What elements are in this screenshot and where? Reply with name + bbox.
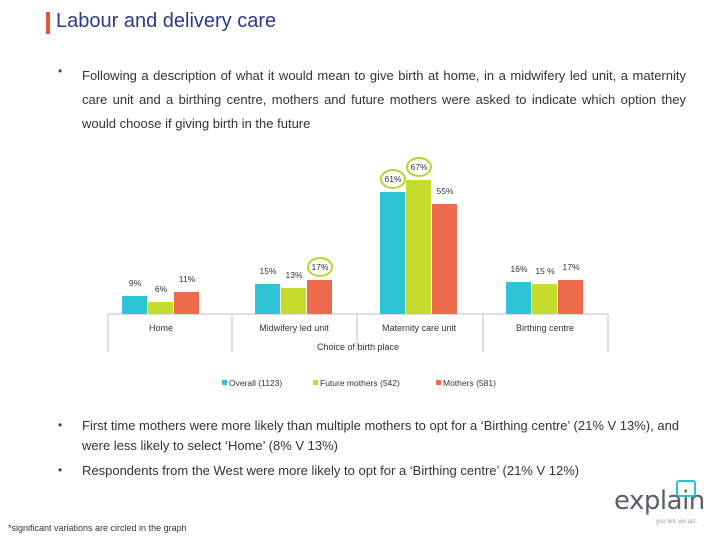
category-label: Home: [149, 323, 173, 333]
speech-bubble-icon: [676, 480, 696, 497]
explain-logo: explain you tell, we act.: [614, 480, 705, 525]
legend-swatch: [313, 380, 318, 385]
bar: [432, 204, 457, 314]
bullet-marker: •: [58, 64, 63, 78]
data-label: 17%: [311, 262, 328, 272]
intro-text: Following a description of what it would…: [82, 68, 686, 131]
data-label: 6%: [155, 284, 168, 294]
bar: [174, 292, 199, 314]
finding-first-time-mothers: First time mothers were more likely than…: [82, 418, 680, 453]
legend-swatch: [436, 380, 441, 385]
legend-swatch: [222, 380, 227, 385]
data-label: 13%: [285, 270, 302, 280]
data-label: 67%: [410, 162, 427, 172]
bar: [532, 284, 557, 314]
data-label: 15 %: [535, 266, 555, 276]
finding-west-region: Respondents from the West were more like…: [82, 463, 580, 478]
bar: [558, 280, 583, 314]
legend-entry: Mothers (581): [443, 378, 496, 388]
page-title: Labour and delivery care: [56, 10, 277, 32]
significance-circle: [380, 169, 406, 189]
bullet-marker: •: [58, 418, 63, 432]
data-label: 55%: [436, 186, 453, 196]
category-label: Maternity care unit: [382, 323, 457, 333]
data-label: 11%: [179, 274, 196, 284]
footnote: *significant variations are circled in t…: [8, 523, 187, 533]
logo-wordmark: explain: [614, 486, 705, 516]
logo-tagline: you tell, we act.: [656, 519, 698, 525]
data-label: 9%: [129, 278, 142, 288]
bar: [307, 280, 332, 314]
data-label: 17%: [562, 262, 579, 272]
significance-circle: [307, 257, 333, 277]
bar: [406, 180, 431, 314]
bar: [380, 192, 405, 314]
legend-entry: Overall (1123): [229, 378, 282, 388]
bullet-marker: •: [58, 463, 63, 477]
bar: [506, 282, 531, 314]
bar: [255, 284, 280, 314]
bar: [148, 302, 173, 314]
legend-entry: Future mothers (542): [320, 378, 400, 388]
significance-circle: [406, 157, 432, 177]
x-axis-title: Choice of birth place: [317, 342, 399, 352]
data-label: 16%: [510, 264, 527, 274]
category-label: Midwifery led unit: [259, 323, 329, 333]
bar: [122, 296, 147, 314]
data-label: 61%: [384, 174, 401, 184]
bar: [281, 288, 306, 314]
category-label: Birthing centre: [516, 323, 574, 333]
title-accent-bar: [46, 12, 50, 34]
data-label: 15%: [259, 266, 276, 276]
